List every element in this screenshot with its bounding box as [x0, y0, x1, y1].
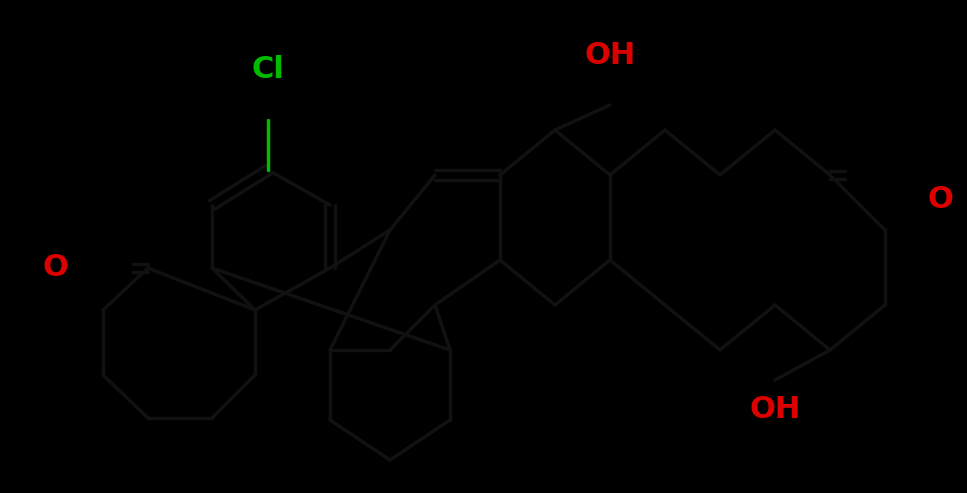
Text: OH: OH — [749, 395, 801, 424]
Text: Cl: Cl — [251, 56, 284, 84]
Text: O: O — [42, 253, 68, 282]
Text: OH: OH — [584, 40, 635, 70]
Text: O: O — [927, 185, 952, 214]
